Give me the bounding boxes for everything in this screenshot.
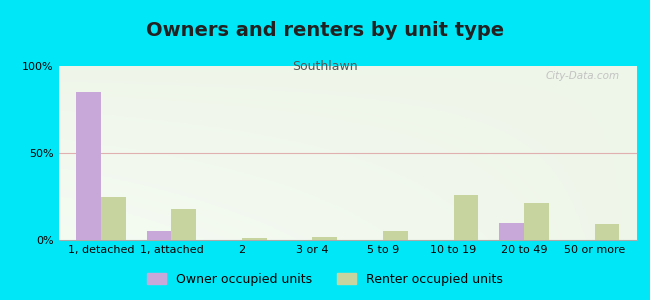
Legend: Owner occupied units, Renter occupied units: Owner occupied units, Renter occupied un…	[142, 268, 508, 291]
Bar	[454, 195, 478, 240]
Bar	[172, 209, 196, 240]
Bar	[101, 196, 125, 240]
Bar	[242, 238, 266, 240]
Text: City-Data.com: City-Data.com	[545, 71, 619, 81]
Bar	[499, 223, 524, 240]
Bar	[595, 224, 619, 240]
Bar	[313, 236, 337, 240]
Bar	[147, 231, 172, 240]
Bar	[524, 203, 549, 240]
Text: Owners and renters by unit type: Owners and renters by unit type	[146, 21, 504, 40]
Bar	[383, 231, 408, 240]
Text: Southlawn: Southlawn	[292, 60, 358, 73]
Bar	[76, 92, 101, 240]
